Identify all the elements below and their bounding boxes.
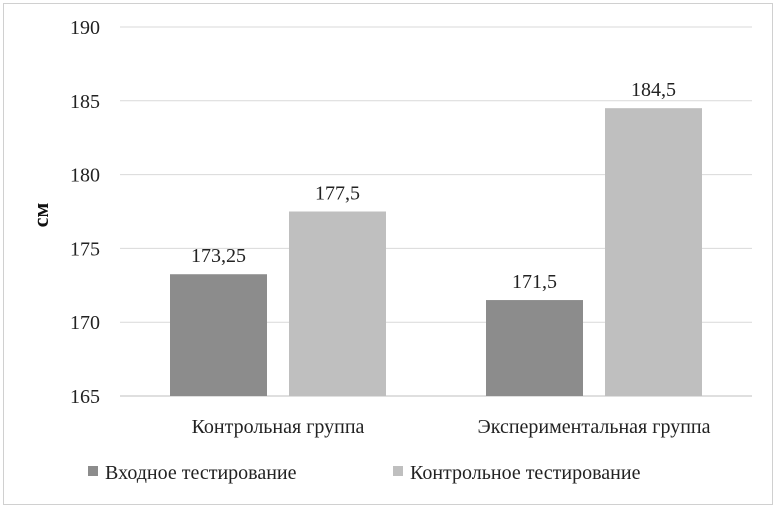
y-tick-label: 180 xyxy=(70,165,100,187)
bar-input-test xyxy=(170,274,267,396)
data-labels: 173,25 177,5 171,5 184,5 xyxy=(191,79,676,293)
y-tick-label: 170 xyxy=(70,312,100,334)
y-tick-label: 165 xyxy=(70,386,100,408)
bar-input-test xyxy=(486,300,583,396)
bar-control-test xyxy=(289,211,386,396)
x-category-label: Экспериментальная группа xyxy=(478,416,711,438)
y-tick-label: 185 xyxy=(70,91,100,113)
legend-label: Контрольное тестирование xyxy=(410,462,641,484)
data-label: 173,25 xyxy=(191,245,246,267)
y-axis-title: см xyxy=(28,203,53,228)
legend-swatch xyxy=(88,466,98,476)
data-label: 177,5 xyxy=(315,183,360,205)
y-tick-label: 190 xyxy=(70,17,100,39)
legend-label: Входное тестирование xyxy=(105,462,297,484)
x-axis-labels: Контрольная группа Экспериментальная груп… xyxy=(192,416,711,438)
legend-swatch xyxy=(393,466,403,476)
bars xyxy=(170,108,702,397)
data-label: 184,5 xyxy=(631,79,676,101)
y-tick-label: 175 xyxy=(70,238,100,260)
data-label: 171,5 xyxy=(512,271,557,293)
legend: Входное тестирование Контрольное тестиров… xyxy=(88,462,641,484)
bar-control-test xyxy=(605,108,702,397)
x-category-label: Контрольная группа xyxy=(192,416,365,438)
y-axis-ticks: 165 170 175 180 185 190 xyxy=(70,17,100,408)
